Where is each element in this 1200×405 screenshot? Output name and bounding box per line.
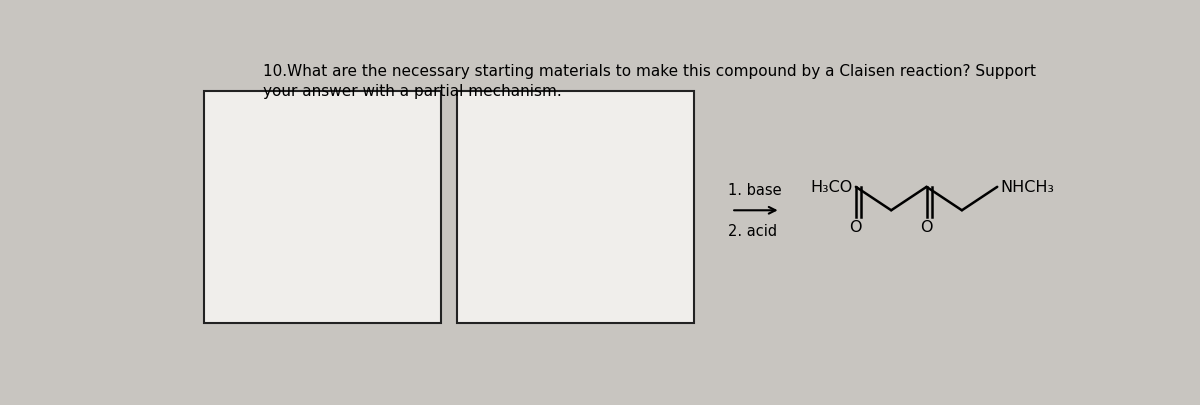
Text: O: O (850, 220, 862, 234)
Text: 2. acid: 2. acid (728, 224, 778, 239)
Text: H₃CO: H₃CO (811, 180, 853, 195)
Text: O: O (920, 220, 932, 234)
Text: 10.What are the necessary starting materials to make this compound by a Claisen : 10.What are the necessary starting mater… (264, 64, 1037, 99)
Bar (457, 92, 694, 323)
Text: NHCH₃: NHCH₃ (1000, 180, 1054, 195)
Text: 1. base: 1. base (728, 183, 782, 198)
Bar (204, 92, 442, 323)
